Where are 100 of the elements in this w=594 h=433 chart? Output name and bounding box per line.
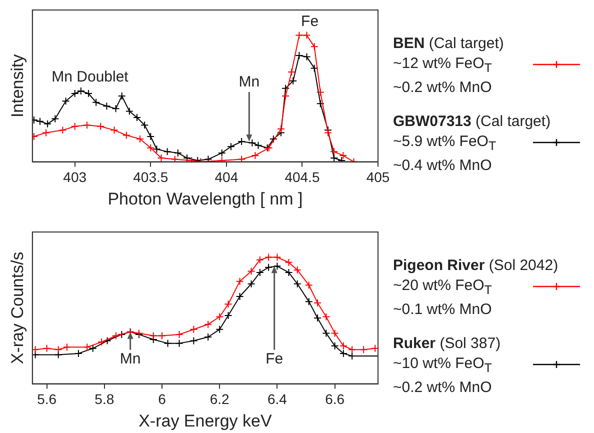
point: [314, 298, 322, 307]
point: [103, 336, 112, 345]
point: [236, 277, 244, 286]
point: [132, 114, 141, 122]
point: [125, 107, 134, 116]
point: [339, 349, 348, 358]
point: [44, 120, 52, 128]
annotation: Mn Doublet: [52, 68, 130, 86]
point: [183, 154, 192, 162]
point: [371, 344, 378, 352]
point: [76, 86, 85, 95]
point: [51, 114, 60, 123]
point: [224, 300, 232, 308]
x-tick-label: 6.4: [267, 391, 288, 408]
point: [88, 344, 97, 352]
x-tick-label: 404.5: [284, 169, 320, 186]
point: [164, 339, 172, 348]
y-axis-title: X-ray Counts/s: [8, 252, 27, 364]
point: [322, 312, 330, 321]
x-axis-title: Photon Wavelength [ nm ]: [108, 189, 303, 208]
point: [316, 100, 324, 108]
point: [316, 88, 324, 96]
point: [136, 135, 144, 144]
point: [163, 148, 172, 156]
annotation: Mn: [120, 350, 141, 368]
point: [295, 31, 304, 40]
point: [170, 155, 179, 162]
point: [293, 280, 302, 288]
point: [32, 350, 40, 359]
point: [140, 121, 149, 130]
legend-label: BEN (Cal target) ~12 wt% FeO$_{T}$ ~0.2 wt% MnO: [393, 34, 505, 98]
x-tick-label: 405: [366, 169, 390, 186]
point: [42, 128, 50, 137]
point: [273, 253, 282, 262]
legend-label: Ruker (Sol 387) ~10 wt% FeO$_{T}$ ~0.2 wt% MnO: [393, 334, 502, 398]
point: [310, 42, 318, 51]
point: [204, 332, 212, 341]
point: [264, 263, 273, 272]
point: [152, 145, 161, 154]
point: [190, 325, 198, 334]
legend-label: Pigeon River (Sol 2042) ~20 wt% FeO$_{T}$ ~0.1 wt% MnO: [393, 256, 560, 320]
point: [54, 346, 62, 354]
point: [247, 280, 256, 288]
point: [175, 339, 184, 348]
point: [204, 155, 212, 162]
point: [146, 132, 155, 140]
x-tick-label: 403: [63, 169, 87, 186]
point: [256, 268, 264, 276]
point: [118, 92, 126, 100]
point: [110, 126, 118, 134]
point: [112, 104, 120, 113]
point: [330, 154, 338, 162]
x-tick-label: 403.5: [133, 169, 168, 186]
point: [330, 148, 338, 156]
point: [304, 281, 313, 290]
point: [216, 312, 224, 321]
point: [149, 332, 158, 340]
point: [83, 343, 92, 352]
point: [276, 124, 285, 133]
point: [247, 267, 256, 276]
point: [118, 330, 126, 338]
point: [158, 332, 166, 340]
point: [360, 346, 368, 354]
point: [32, 346, 40, 354]
point: [204, 320, 212, 328]
point: [295, 52, 304, 60]
point: [348, 346, 356, 354]
point: [98, 338, 106, 346]
point: [284, 268, 293, 276]
point: [96, 122, 105, 130]
x-tick-label: 6: [158, 391, 166, 408]
x-tick-label: 404: [214, 169, 238, 186]
point: [62, 97, 70, 106]
point: [284, 258, 293, 266]
point: [42, 344, 51, 352]
point: [289, 76, 298, 85]
point: [339, 151, 348, 160]
point: [236, 292, 244, 301]
point: [304, 298, 313, 306]
point: [122, 131, 130, 140]
point: [92, 98, 100, 106]
point: [54, 350, 62, 359]
point: [282, 92, 290, 100]
point: [256, 256, 264, 264]
annotation: Mn: [238, 74, 260, 91]
point: [62, 343, 71, 352]
point: [174, 148, 182, 157]
x-axis-title: X-ray Energy keV: [138, 411, 272, 430]
point: [58, 126, 67, 134]
point: [238, 138, 246, 146]
legend-label: GBW07313 (Cal target) ~5.9 wt% FeO$_{T}$ ~0.4 wt% MnO: [393, 112, 552, 176]
point: [273, 262, 282, 270]
x-tick-label: 5.8: [94, 391, 114, 408]
x-tick-label: 6.2: [210, 391, 230, 408]
point: [190, 336, 198, 345]
point: [324, 128, 332, 137]
point: [269, 135, 278, 144]
point: [84, 89, 92, 98]
point: [251, 151, 260, 160]
point: [82, 121, 91, 130]
